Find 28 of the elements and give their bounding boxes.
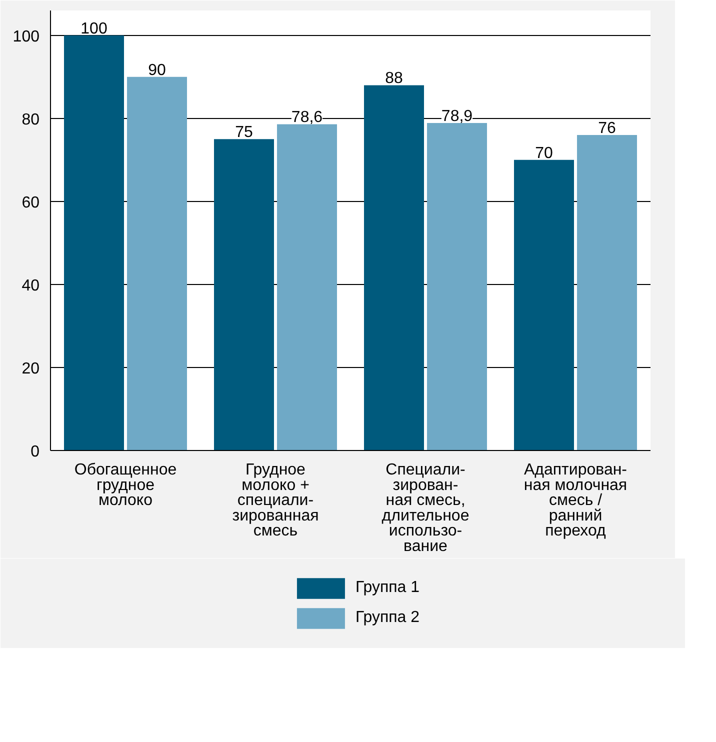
data-label: 75 bbox=[235, 124, 253, 142]
bar bbox=[514, 160, 574, 450]
y-tick-label: 40 bbox=[22, 277, 40, 294]
bar bbox=[127, 76, 187, 450]
data-label: 76 bbox=[598, 120, 616, 138]
y-tick-label: 0 bbox=[30, 444, 40, 460]
data-label: 100 bbox=[80, 20, 108, 38]
x-tick-label: Грудное молоко + специали- зированная смесь bbox=[232, 462, 319, 540]
x-tick-label: Адаптирован- ная молочная смесь / ранний переход bbox=[524, 462, 628, 540]
bar bbox=[277, 124, 337, 450]
data-label: 78,9 bbox=[441, 108, 473, 125]
bar bbox=[364, 85, 424, 450]
bar bbox=[64, 35, 124, 450]
x-tick-label: Обогащенное грудное молоко bbox=[74, 462, 177, 510]
bar bbox=[427, 122, 487, 450]
data-label: 78,6 bbox=[291, 109, 323, 126]
y-tick-label: 80 bbox=[22, 111, 40, 128]
data-label: 88 bbox=[385, 70, 403, 88]
y-tick-label: 60 bbox=[22, 194, 40, 212]
y-tick-label: 100 bbox=[12, 28, 40, 46]
bar bbox=[577, 135, 637, 450]
legend-label: Группа 1 bbox=[355, 578, 420, 598]
x-tick-label: Специали- зирован- ная смесь, длительное использо- вание bbox=[382, 462, 470, 555]
bar bbox=[214, 139, 274, 450]
data-label: 90 bbox=[148, 62, 166, 79]
data-label: 70 bbox=[535, 144, 553, 162]
legend-label: Группа 2 bbox=[355, 608, 420, 628]
y-tick-label: 20 bbox=[22, 360, 40, 378]
